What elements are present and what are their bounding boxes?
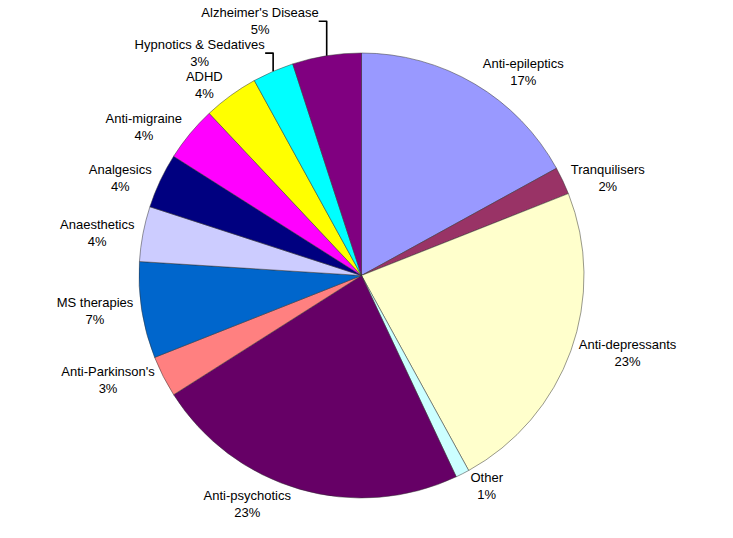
svg-text:Anti-depressants23%: Anti-depressants23% bbox=[579, 337, 677, 369]
svg-text:Hypnotics & Sedatives3%: Hypnotics & Sedatives3% bbox=[135, 37, 266, 69]
svg-text:Tranquilisers2%: Tranquilisers2% bbox=[571, 162, 645, 194]
svg-text:Anti-psychotics23%: Anti-psychotics23% bbox=[204, 488, 292, 520]
svg-text:Alzheimer's Disease5%: Alzheimer's Disease5% bbox=[201, 5, 318, 37]
svg-text:MS therapies7%: MS therapies7% bbox=[57, 295, 134, 327]
svg-text:ADHD4%: ADHD4% bbox=[186, 69, 223, 101]
svg-text:Anti-Parkinson's3%: Anti-Parkinson's3% bbox=[61, 364, 155, 396]
svg-text:Anaesthetics4%: Anaesthetics4% bbox=[60, 217, 135, 249]
svg-text:Anti-migraine4%: Anti-migraine4% bbox=[105, 111, 182, 143]
svg-text:Other1%: Other1% bbox=[470, 470, 503, 502]
svg-text:Analgesics4%: Analgesics4% bbox=[89, 162, 152, 194]
svg-text:Anti-epileptics17%: Anti-epileptics17% bbox=[483, 56, 564, 88]
